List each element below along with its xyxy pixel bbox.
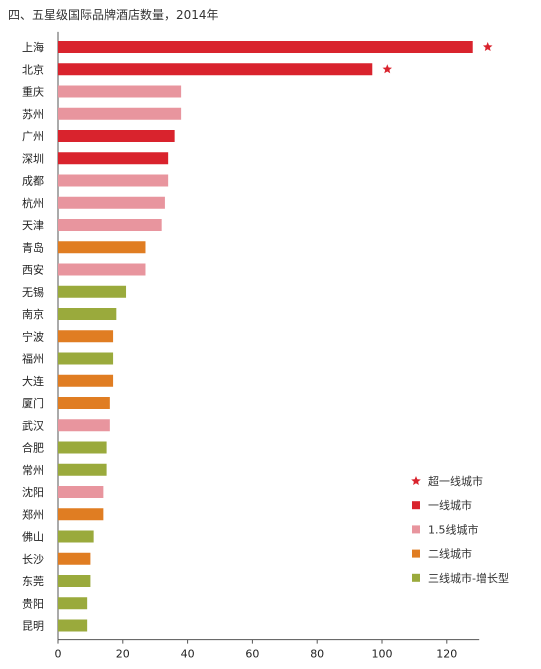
bar-大连 bbox=[58, 374, 114, 387]
legend-swatch bbox=[412, 549, 420, 558]
bar-成都 bbox=[58, 174, 169, 187]
bar-青岛 bbox=[58, 241, 146, 254]
bar-东莞 bbox=[58, 575, 91, 587]
bar-合肥 bbox=[58, 441, 107, 454]
legend-label: 一线城市 bbox=[428, 498, 472, 512]
category-label: 佛山 bbox=[22, 531, 44, 544]
category-label: 合肥 bbox=[22, 441, 44, 455]
bar-天津 bbox=[58, 219, 162, 231]
chart-title: 四、五星级国际品牌酒店数量，2014年 bbox=[8, 8, 219, 22]
x-tick-label: 60 bbox=[245, 648, 259, 661]
bar-昆明 bbox=[58, 619, 88, 632]
bar-西安 bbox=[58, 263, 146, 276]
bar-厦门 bbox=[58, 397, 110, 409]
x-tick-label: 20 bbox=[116, 648, 130, 661]
category-label: 昆明 bbox=[22, 620, 44, 633]
category-label: 成都 bbox=[22, 175, 44, 188]
legend-label: 超一线城市 bbox=[428, 474, 483, 488]
x-tick-label: 40 bbox=[181, 648, 195, 661]
bar-佛山 bbox=[58, 530, 94, 543]
category-label: 沈阳 bbox=[22, 485, 44, 499]
category-label: 郑州 bbox=[22, 507, 44, 521]
category-label: 武汉 bbox=[22, 419, 44, 432]
bar-深圳 bbox=[58, 152, 169, 165]
star-icon bbox=[382, 64, 392, 74]
bar-福州 bbox=[58, 352, 114, 365]
bar-杭州 bbox=[58, 196, 165, 209]
legend-label: 二线城市 bbox=[428, 547, 472, 561]
legend-label: 三线城市-增长型 bbox=[428, 571, 509, 585]
category-label: 杭州 bbox=[22, 196, 44, 210]
bar-无锡 bbox=[58, 285, 127, 298]
category-label: 西安 bbox=[22, 263, 44, 277]
category-label: 青岛 bbox=[22, 240, 44, 254]
category-label: 上海 bbox=[22, 40, 44, 54]
category-label: 长沙 bbox=[22, 553, 44, 566]
bar-重庆 bbox=[58, 85, 182, 98]
bar-宁波 bbox=[58, 330, 114, 343]
x-tick-label: 0 bbox=[55, 648, 62, 661]
bar-常州 bbox=[58, 463, 107, 476]
category-label: 重庆 bbox=[22, 85, 44, 99]
bar-北京 bbox=[58, 63, 373, 76]
bar-郑州 bbox=[58, 508, 104, 521]
legend-swatch bbox=[412, 525, 420, 534]
bar-上海 bbox=[58, 41, 473, 53]
bar-广州 bbox=[58, 130, 175, 142]
category-label: 广州 bbox=[22, 130, 44, 143]
category-label: 厦门 bbox=[22, 396, 44, 410]
x-tick-label: 120 bbox=[436, 648, 457, 661]
bar-南京 bbox=[58, 308, 117, 320]
bar-长沙 bbox=[58, 552, 91, 565]
category-label: 贵阳 bbox=[22, 597, 44, 610]
category-label: 福州 bbox=[22, 352, 44, 366]
category-label: 天津 bbox=[22, 219, 44, 232]
legend-label: 1.5线城市 bbox=[428, 522, 479, 536]
category-label: 苏州 bbox=[22, 108, 44, 121]
category-label: 深圳 bbox=[22, 152, 44, 165]
legend-star-icon bbox=[411, 476, 421, 485]
category-label: 宁波 bbox=[22, 329, 44, 343]
legend-swatch bbox=[412, 573, 420, 582]
category-label: 北京 bbox=[22, 62, 44, 76]
bar-武汉 bbox=[58, 419, 110, 432]
bar-沈阳 bbox=[58, 486, 104, 498]
x-tick-label: 80 bbox=[310, 648, 324, 661]
category-label: 大连 bbox=[22, 374, 44, 388]
category-label: 南京 bbox=[22, 307, 44, 321]
bar-贵阳 bbox=[58, 597, 88, 610]
category-label: 常州 bbox=[22, 464, 44, 477]
category-label: 无锡 bbox=[22, 285, 44, 299]
category-label: 东莞 bbox=[22, 575, 44, 588]
x-tick-label: 100 bbox=[372, 648, 393, 661]
legend-swatch bbox=[412, 501, 420, 510]
star-icon bbox=[483, 42, 493, 51]
bar-苏州 bbox=[58, 107, 182, 120]
